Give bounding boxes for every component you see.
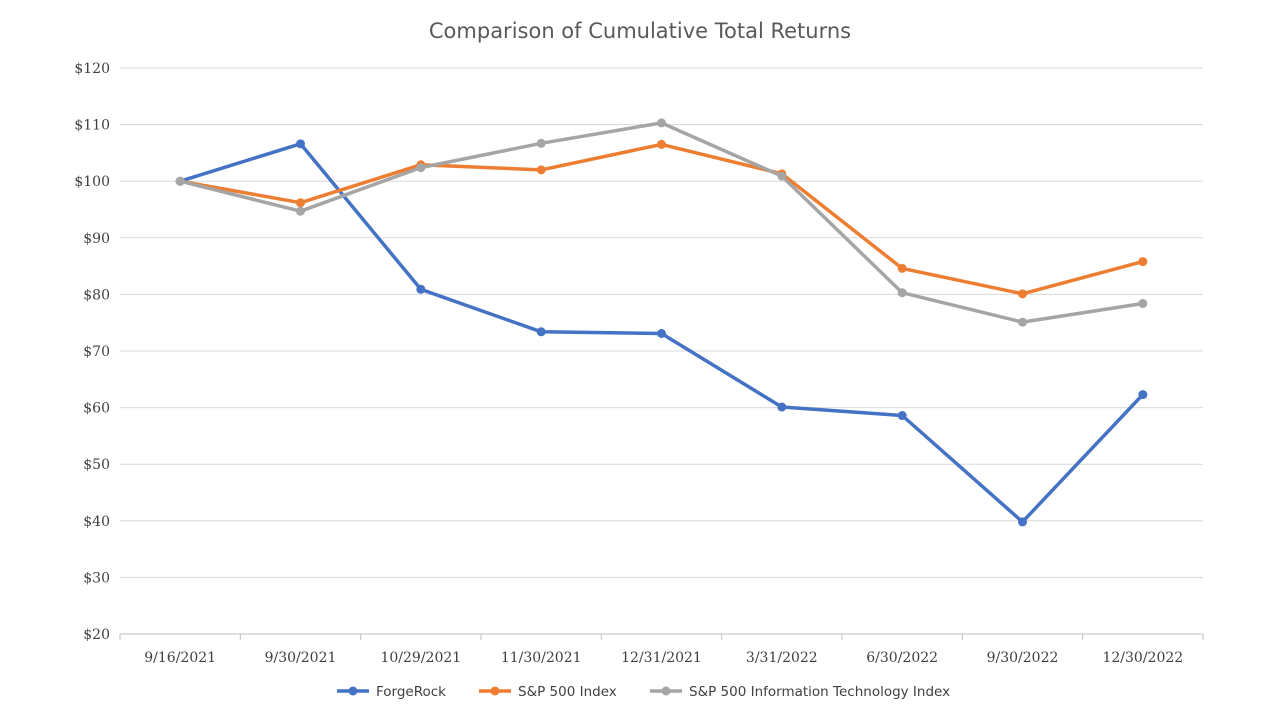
x-tick-label: 12/30/2022 [1102, 650, 1183, 666]
data-point [1138, 257, 1148, 267]
data-point [1018, 517, 1027, 527]
data-point [536, 327, 546, 337]
data-point [536, 138, 546, 148]
legend-item: S&P 500 Information Technology Index [650, 684, 950, 700]
legend-swatch-marker [490, 686, 500, 696]
y-tick-label: $30 [83, 570, 110, 586]
x-tick-label: 9/16/2021 [144, 650, 216, 666]
data-point [777, 402, 787, 412]
x-tick-label: 9/30/2021 [265, 650, 337, 666]
y-tick-label: $50 [83, 457, 110, 473]
data-point [657, 139, 666, 149]
data-point [175, 176, 185, 186]
chart-title: Comparison of Cumulative Total Returns [429, 19, 851, 43]
series-line [178, 142, 1145, 296]
x-tick-label: 3/31/2022 [746, 650, 818, 666]
legend-item: ForgeRock [337, 684, 446, 700]
data-point [657, 328, 666, 338]
legend-swatch-marker [348, 686, 358, 696]
y-tick-label: $80 [83, 287, 110, 303]
x-tick-label: 12/31/2021 [621, 650, 702, 666]
legend-label: ForgeRock [376, 684, 446, 700]
data-point [1138, 390, 1148, 400]
data-point [657, 118, 666, 128]
y-tick-label: $20 [83, 627, 110, 643]
data-point [897, 263, 907, 273]
data-point [897, 411, 907, 421]
gridlines [119, 67, 1204, 640]
series-line [178, 121, 1145, 324]
data-point [1018, 289, 1027, 299]
legend: ForgeRock S&P 500 Index S&P 500 Informatio… [337, 684, 950, 700]
data-point [777, 171, 787, 181]
x-axis-tick-labels: 9/16/2021 9/30/2021 10/29/2021 11/30/2021 12… [144, 650, 1183, 666]
data-point [296, 198, 305, 208]
y-tick-label: $120 [74, 61, 110, 77]
y-tick-label: $100 [74, 174, 110, 190]
y-tick-label: $90 [83, 231, 110, 247]
x-tick-label: 9/30/2022 [987, 650, 1059, 666]
y-axis-tick-labels: $20 $30 $40 $50 $60 $70 $80 $90 $100 $110 $120 [74, 61, 110, 643]
legend-label: S&P 500 Information Technology Index [689, 684, 950, 700]
series-2 [175, 139, 1148, 299]
data-point [897, 288, 907, 298]
legend-label: S&P 500 Index [518, 684, 617, 700]
data-point [416, 284, 426, 294]
x-tick-label: 10/29/2021 [380, 650, 461, 666]
x-tick-label: 11/30/2021 [501, 650, 582, 666]
y-tick-label: $60 [83, 401, 110, 417]
legend-item: S&P 500 Index [479, 684, 617, 700]
y-tick-label: $70 [83, 344, 110, 360]
legend-swatch-marker [661, 686, 671, 696]
data-point [536, 165, 546, 175]
data-point [296, 139, 305, 149]
data-point [1018, 317, 1027, 327]
y-tick-label: $110 [74, 118, 110, 134]
series-lines [175, 118, 1148, 527]
series-3 [175, 118, 1148, 327]
y-tick-label: $40 [83, 514, 110, 530]
x-tick-label: 6/30/2022 [866, 650, 938, 666]
data-point [296, 206, 305, 216]
data-point [1138, 298, 1148, 308]
data-point [416, 163, 426, 173]
